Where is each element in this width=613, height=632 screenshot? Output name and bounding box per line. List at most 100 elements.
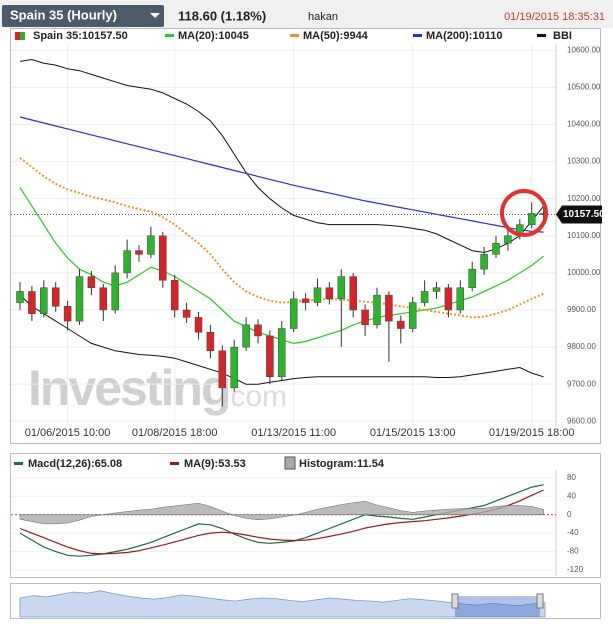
legend-swatch [537, 34, 546, 37]
y-tick-label: 10600.00 [567, 45, 601, 54]
macd-line [19, 489, 544, 555]
y-tick-label: 80 [567, 473, 576, 482]
candle-body [147, 235, 155, 255]
candle-body [63, 306, 72, 322]
bollinger-lower [19, 294, 544, 385]
x-tick-label: 01/06/2015 10:00 [25, 427, 111, 439]
candle-body [504, 235, 512, 244]
last-price-label: 10157.50 [563, 209, 605, 220]
y-tick-label: 9700.00 [567, 379, 596, 388]
legend-swatch [165, 34, 174, 37]
legend-icon [15, 32, 20, 40]
y-tick-label: 10200.00 [567, 194, 601, 203]
watermark: Investing [28, 360, 229, 416]
y-tick-label: -40 [567, 528, 579, 537]
legend-label: MA(20):10045 [178, 30, 249, 42]
legend-swatch [413, 34, 422, 37]
legend-swatch [290, 34, 299, 37]
candle-body [527, 213, 536, 225]
candle-body [432, 287, 441, 292]
candle-body [123, 250, 131, 274]
legend-swatch [170, 462, 179, 465]
candle-body [408, 302, 417, 329]
price-tag [556, 205, 602, 224]
legend-swatch [14, 462, 23, 465]
candle-body [373, 294, 381, 326]
candle-body [397, 320, 405, 329]
navigator-handle[interactable] [536, 593, 544, 609]
candle-body [480, 254, 488, 270]
candle-body [170, 280, 179, 311]
x-tick-label: 01/08/2015 18:00 [132, 427, 218, 439]
x-tick-label: 01/19/2015 18:00 [489, 427, 575, 439]
candle-body [337, 276, 346, 300]
candle-body [266, 335, 274, 378]
candle-body [468, 268, 476, 288]
timestamp: 01/19/2015 18:35:31 [504, 11, 605, 23]
legend-label: Macd(12,26):65.08 [28, 458, 122, 470]
chart-layer: Investing.com10600.0010500.0010400.00103… [11, 30, 605, 618]
candle-body [206, 331, 215, 352]
legend-label: BBI [553, 30, 572, 42]
candle-body [278, 328, 286, 378]
candle-body [182, 309, 191, 318]
y-tick-label: 10100.00 [567, 231, 601, 240]
y-tick-label: 9600.00 [567, 416, 596, 425]
price-change: 118.60 (1.18%) [178, 8, 266, 23]
legend-label: MA(9):53.53 [184, 458, 246, 470]
candle-body [16, 291, 24, 303]
candle-body [444, 287, 453, 311]
dropdown-arrow [150, 13, 160, 18]
legend-swatch [284, 456, 296, 470]
navigator-handle[interactable] [451, 593, 459, 609]
candle-body [349, 276, 357, 311]
navigator-window [455, 596, 540, 617]
candle-body [230, 346, 238, 389]
user: hakan [308, 11, 338, 23]
title-tab[interactable] [2, 5, 164, 27]
candle-body [159, 235, 167, 281]
candle-body [361, 309, 369, 326]
candle-body [301, 298, 310, 303]
y-tick-label: 0 [567, 510, 572, 519]
ma-line [19, 116, 544, 233]
y-tick-label: 10300.00 [567, 157, 601, 166]
candle-body [420, 291, 429, 303]
legend-label: Spain 35:10157.50 [33, 30, 128, 42]
x-tick-label: 01/13/2015 11:00 [251, 427, 336, 439]
candle-body [242, 324, 250, 348]
legend-label: MA(200):10110 [426, 30, 502, 42]
legend-label: Histogram:11.54 [299, 458, 385, 470]
candle-body [492, 242, 500, 255]
y-tick-label: 40 [567, 491, 576, 500]
candle-body [456, 287, 465, 311]
candle-body [87, 276, 96, 288]
candle-body [51, 287, 60, 307]
candle-body [313, 287, 322, 303]
highlight-circle [500, 189, 548, 237]
y-tick-label: 9900.00 [567, 305, 596, 314]
candle-body [289, 298, 298, 329]
y-tick-label: 9800.00 [567, 342, 596, 351]
x-tick-label: 01/15/2015 13:00 [370, 427, 456, 439]
histogram-area [19, 501, 544, 525]
bollinger-upper [19, 58, 544, 254]
macd-panel [10, 453, 601, 578]
candle-body [111, 272, 119, 311]
candle-body [75, 276, 84, 322]
chart-title: Spain 35 (Hourly) [10, 7, 117, 22]
candle-body [135, 250, 143, 255]
y-tick-label: -120 [567, 565, 584, 574]
y-tick-label: -80 [567, 547, 579, 556]
candle-body [194, 317, 203, 333]
y-tick-label: 10500.00 [567, 82, 601, 91]
candle-body [385, 294, 393, 322]
candle-body [99, 287, 108, 311]
candle-body [254, 324, 262, 337]
candle-body [40, 287, 48, 314]
candle-body [218, 350, 227, 389]
navigator-area [19, 590, 546, 618]
candle-body [28, 291, 36, 314]
candle-body [325, 287, 334, 300]
